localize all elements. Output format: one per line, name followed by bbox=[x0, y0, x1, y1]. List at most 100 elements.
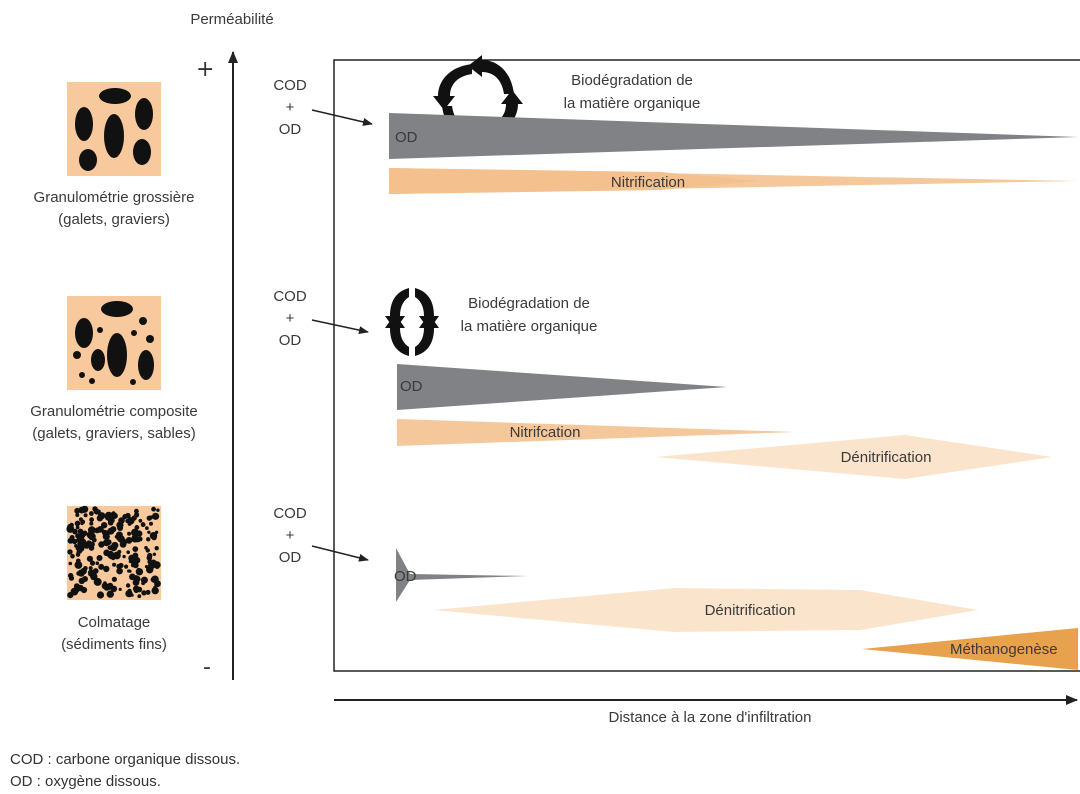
sediment-grain bbox=[80, 538, 86, 543]
sediment-grain bbox=[70, 553, 75, 559]
sediment-grain bbox=[88, 566, 93, 571]
sediment-grain bbox=[132, 546, 139, 552]
denitrification-label: Dénitrification bbox=[705, 602, 796, 619]
x-axis: Distance à la zone d'infiltration bbox=[334, 695, 1078, 726]
gravel-grain bbox=[79, 149, 97, 171]
sediment-grain bbox=[148, 561, 156, 569]
sediment-grain bbox=[125, 583, 131, 588]
soil-label-composite: Granulométrie composite bbox=[30, 403, 198, 420]
sediment-grain bbox=[75, 513, 80, 517]
sediment-grain bbox=[75, 525, 80, 530]
row-coarse: Granulométrie grossière (galets, gravier… bbox=[34, 55, 1078, 228]
sediment-grain bbox=[137, 594, 142, 599]
sediment-grain bbox=[132, 535, 136, 539]
sediment-grain bbox=[129, 573, 136, 581]
sediment-grain bbox=[151, 506, 157, 512]
soil-sublabel-composite: (galets, graviers, sables) bbox=[32, 425, 195, 442]
sediment-grain bbox=[96, 555, 103, 561]
soil-label-coarse: Granulométrie grossière bbox=[34, 189, 195, 206]
nitrification-band bbox=[397, 419, 795, 446]
od-wedge bbox=[397, 364, 727, 410]
gravel-grain bbox=[107, 333, 127, 377]
sediment-grain bbox=[118, 562, 124, 569]
sediment-grain bbox=[127, 517, 135, 525]
sediment-grain bbox=[132, 585, 140, 593]
gravel-grain bbox=[75, 318, 93, 348]
sediment-grain bbox=[74, 520, 81, 527]
soil-swatch-clogged bbox=[66, 505, 161, 600]
sediment-grain bbox=[146, 537, 151, 542]
sediment-grain bbox=[88, 532, 96, 541]
sediment-grain bbox=[116, 567, 123, 575]
input-cod: COD bbox=[273, 288, 307, 305]
sediment-grain bbox=[93, 577, 102, 586]
sediment-grain bbox=[112, 562, 117, 567]
sediment-grain bbox=[108, 552, 115, 560]
sediment-grain bbox=[95, 561, 100, 565]
y-axis-plus-sign: + bbox=[196, 57, 214, 82]
sediment-grain bbox=[96, 591, 105, 599]
sediment-grain bbox=[134, 537, 140, 543]
sand-grain bbox=[89, 378, 95, 384]
sediment-grain bbox=[128, 559, 133, 564]
sediment-grain bbox=[149, 532, 158, 540]
sediment-grain bbox=[124, 564, 129, 569]
sediment-grain bbox=[78, 577, 86, 585]
input-plus: + bbox=[286, 527, 295, 544]
sediment-grain bbox=[76, 571, 81, 576]
gravel-grain bbox=[75, 107, 93, 141]
od-wedge-label: OD bbox=[395, 129, 418, 146]
sediment-grain bbox=[122, 514, 128, 520]
cycle-sublabel: la matière organique bbox=[461, 318, 598, 335]
denitrification-band bbox=[655, 435, 1052, 479]
sediment-grain bbox=[96, 515, 104, 522]
sediment-grain bbox=[107, 527, 115, 535]
input-plus: + bbox=[286, 99, 295, 116]
sediment-grain bbox=[68, 575, 75, 581]
sediment-grain bbox=[153, 585, 158, 590]
sediment-grain bbox=[154, 530, 159, 534]
sediment-grain bbox=[83, 513, 88, 518]
gravel-grain bbox=[133, 139, 151, 165]
sediment-grain bbox=[107, 520, 114, 526]
gravel-grain bbox=[99, 88, 131, 104]
soil-sublabel-coarse: (galets, graviers) bbox=[58, 211, 170, 228]
sediment-grain bbox=[130, 593, 134, 597]
sediment-grain bbox=[92, 506, 98, 512]
methanogenese-label: Méthanogenèse bbox=[950, 641, 1058, 658]
sediment-grain bbox=[122, 554, 126, 559]
sediment-grain bbox=[87, 526, 96, 535]
denitrification-band bbox=[433, 588, 978, 632]
sediment-grain bbox=[78, 517, 83, 522]
sediment-grain bbox=[126, 550, 130, 554]
sediment-grain bbox=[71, 538, 78, 545]
sediment-grain bbox=[116, 521, 124, 529]
sediment-grain bbox=[144, 565, 149, 569]
sediment-grain bbox=[127, 569, 131, 573]
sediment-grain bbox=[89, 521, 94, 526]
sediment-grain bbox=[104, 511, 113, 520]
input-od: OD bbox=[279, 121, 302, 138]
sediment-grain bbox=[135, 568, 144, 576]
sediment-grain bbox=[134, 512, 140, 518]
sand-grain bbox=[130, 379, 136, 385]
sediment-grain bbox=[140, 522, 146, 528]
cycle-label: Biodégradation de bbox=[571, 72, 693, 89]
sediment-grain bbox=[110, 512, 115, 517]
sediment-grain bbox=[106, 590, 115, 598]
sediment-grain bbox=[98, 563, 105, 570]
gravel-grain bbox=[104, 114, 124, 158]
sediment-grain bbox=[152, 512, 160, 520]
sediment-grain bbox=[134, 525, 140, 530]
sediment-grain bbox=[78, 506, 86, 514]
od-wedge bbox=[396, 548, 527, 602]
sand-grain bbox=[79, 372, 85, 378]
sediment-grain bbox=[145, 589, 151, 595]
legend-od: OD : oxygène dissous. bbox=[10, 773, 161, 790]
denitrification-label: Dénitrification bbox=[841, 449, 932, 466]
x-axis-title: Distance à la zone d'infiltration bbox=[609, 709, 812, 726]
sediment-grain bbox=[74, 544, 78, 548]
sediment-grain bbox=[151, 586, 159, 595]
sediment-grain bbox=[111, 541, 119, 549]
